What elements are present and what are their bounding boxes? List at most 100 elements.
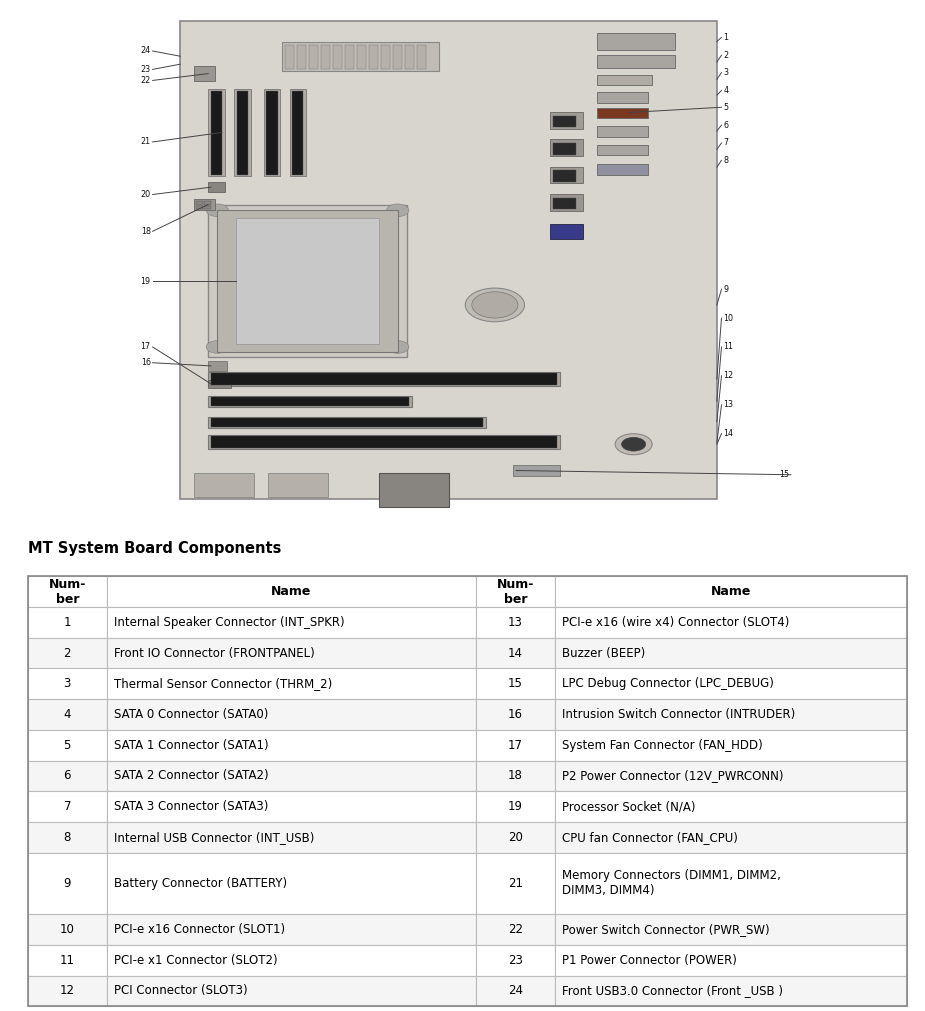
Text: 17: 17 (508, 739, 523, 751)
Bar (106, 730, 476, 760)
Text: 22: 22 (141, 76, 151, 85)
Bar (106, 668, 476, 699)
Bar (106, 976, 476, 1006)
Bar (106, 852, 476, 914)
Text: System Fan Connector (FAN_HDD): System Fan Connector (FAN_HDD) (562, 739, 763, 751)
Text: PCI-e x16 Connector (SLOT1): PCI-e x16 Connector (SLOT1) (114, 923, 285, 936)
Bar (28, 852, 106, 914)
Bar (28, 730, 106, 760)
Text: 18: 18 (141, 226, 151, 236)
Text: 15: 15 (508, 677, 523, 691)
Bar (282, 42, 439, 71)
Bar (106, 914, 476, 945)
Circle shape (465, 288, 524, 321)
Text: Buzzer (BEEP): Buzzer (BEEP) (562, 646, 646, 659)
Bar (309, 44, 318, 70)
Bar (28, 638, 106, 668)
Text: PCI-e x1 Connector (SLOT2): PCI-e x1 Connector (SLOT2) (114, 953, 278, 967)
Bar (106, 607, 476, 638)
Bar (196, 205, 203, 209)
Text: 1: 1 (64, 616, 71, 629)
Bar (550, 140, 583, 156)
Circle shape (206, 341, 228, 353)
Bar (555, 607, 906, 638)
Bar (208, 182, 225, 192)
Circle shape (206, 204, 228, 216)
Circle shape (615, 434, 652, 455)
Text: 6: 6 (723, 120, 728, 129)
Text: 15: 15 (779, 470, 789, 479)
Bar (597, 145, 648, 155)
Text: 2: 2 (64, 646, 71, 659)
Bar (555, 699, 906, 730)
Bar (597, 92, 648, 102)
Bar (28, 914, 106, 945)
Bar (28, 699, 106, 730)
Bar (379, 473, 449, 508)
Text: SATA 3 Connector (SATA3): SATA 3 Connector (SATA3) (114, 800, 268, 813)
Bar (476, 607, 555, 638)
Text: 5: 5 (723, 103, 729, 112)
Bar (204, 205, 211, 209)
Text: 4: 4 (64, 708, 71, 721)
Circle shape (622, 438, 646, 451)
Bar (476, 699, 555, 730)
Bar (476, 914, 555, 945)
Bar (555, 822, 906, 852)
Bar (208, 361, 227, 371)
Bar (28, 760, 106, 792)
Bar (106, 638, 476, 668)
Text: 9: 9 (64, 877, 71, 890)
Bar (290, 89, 306, 176)
Bar (550, 194, 583, 211)
Bar (393, 44, 402, 70)
Text: LPC Debug Connector (LPC_DEBUG): LPC Debug Connector (LPC_DEBUG) (562, 677, 774, 691)
Circle shape (387, 341, 409, 353)
Text: 7: 7 (64, 800, 71, 813)
Text: 9: 9 (723, 285, 729, 293)
Bar (369, 44, 378, 70)
Bar (597, 108, 648, 118)
Bar (555, 852, 906, 914)
Text: PCI-e x16 (wire x4) Connector (SLOT4): PCI-e x16 (wire x4) Connector (SLOT4) (562, 616, 789, 629)
Text: 10: 10 (723, 313, 734, 323)
Text: 12: 12 (60, 985, 75, 998)
Bar (106, 760, 476, 792)
Bar (555, 945, 906, 976)
Bar (211, 437, 557, 448)
Text: 17: 17 (141, 343, 151, 352)
Text: Internal Speaker Connector (INT_SPKR): Internal Speaker Connector (INT_SPKR) (114, 616, 344, 629)
Bar (194, 473, 254, 496)
Text: Intrusion Switch Connector (INTRUDER): Intrusion Switch Connector (INTRUDER) (562, 708, 796, 721)
Bar (208, 372, 560, 386)
Bar (194, 199, 215, 210)
Bar (28, 576, 106, 607)
Bar (555, 638, 906, 668)
Bar (217, 210, 398, 352)
Bar (597, 164, 648, 175)
Bar (321, 44, 330, 70)
Bar (555, 730, 906, 760)
Bar (476, 945, 555, 976)
Bar (553, 198, 576, 209)
Bar (381, 44, 390, 70)
Bar (555, 792, 906, 822)
Bar (106, 576, 476, 607)
Text: 13: 13 (508, 616, 523, 629)
Bar (553, 170, 576, 182)
Text: Num-
ber: Num- ber (49, 577, 86, 606)
Bar (208, 417, 486, 429)
Text: 12: 12 (723, 371, 734, 380)
Text: P1 Power Connector (POWER): P1 Power Connector (POWER) (562, 953, 737, 967)
Bar (555, 976, 906, 1006)
Bar (106, 792, 476, 822)
Text: 21: 21 (141, 137, 151, 147)
Text: 10: 10 (60, 923, 75, 936)
Bar (476, 852, 555, 914)
Bar (476, 638, 555, 668)
Text: 8: 8 (723, 156, 728, 165)
Bar (28, 792, 106, 822)
Text: 20: 20 (141, 190, 151, 199)
Bar (204, 201, 211, 204)
Text: 6: 6 (64, 769, 71, 783)
